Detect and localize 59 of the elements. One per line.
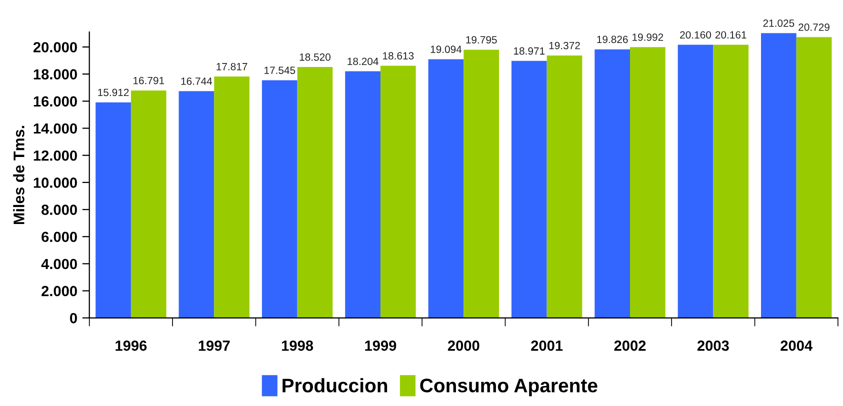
bar — [678, 44, 714, 318]
bar — [713, 44, 749, 318]
x-tick-label: 2001 — [531, 340, 563, 351]
y-tick-label: 14.000 — [34, 123, 77, 134]
x-tick-label: 2004 — [780, 340, 812, 351]
y-tick-label: 8.000 — [42, 204, 77, 215]
bar — [594, 49, 630, 318]
bar — [262, 80, 298, 318]
data-label: 18.204 — [348, 58, 378, 66]
bar — [380, 66, 416, 318]
bar — [214, 76, 250, 318]
data-label: 20.729 — [798, 24, 830, 31]
y-axis-title: Miles de Tms. — [13, 126, 24, 224]
data-label: 20.160 — [680, 31, 712, 39]
x-tick-label: 2002 — [614, 340, 646, 351]
data-label: 21.025 — [763, 19, 794, 27]
bar — [345, 71, 380, 318]
data-label: 20.161 — [715, 31, 746, 39]
data-label: 18.520 — [300, 53, 330, 61]
bar — [428, 59, 464, 318]
bar — [511, 60, 547, 318]
data-label: 16.791 — [133, 76, 164, 84]
bar — [546, 55, 582, 318]
x-tick-label: 1999 — [365, 340, 396, 351]
bar — [630, 47, 666, 318]
bar — [297, 67, 333, 318]
data-label: 15.912 — [98, 88, 129, 96]
data-label: 17.545 — [264, 66, 296, 74]
y-tick-label: 16.000 — [34, 96, 77, 107]
x-tick-label: 2000 — [448, 340, 480, 351]
data-label: 18.971 — [514, 47, 545, 55]
bar — [761, 33, 796, 318]
bar — [130, 90, 166, 318]
bar — [464, 50, 499, 318]
y-tick-label: 4.000 — [41, 258, 77, 270]
data-label: 19.372 — [549, 42, 580, 50]
data-label: 19.826 — [597, 36, 628, 44]
y-tick-label: 20.000 — [33, 42, 77, 52]
data-label: 19.094 — [430, 46, 462, 54]
data-label: 17.817 — [216, 62, 248, 70]
legend-label: Produccion — [282, 378, 388, 392]
y-tick-label: 0 — [70, 313, 77, 324]
x-tick-label: 1998 — [282, 340, 314, 351]
y-tick-label: 18.000 — [34, 69, 77, 80]
data-label: 18.613 — [383, 52, 414, 60]
legend-label: Consumo Aparente — [420, 378, 598, 396]
y-tick-label: 10.000 — [34, 178, 77, 188]
x-tick-label: 2003 — [697, 340, 729, 351]
y-tick-label: 6.000 — [42, 232, 77, 242]
y-tick-label: 2.000 — [42, 286, 77, 296]
bar — [796, 37, 832, 318]
data-label: 19.795 — [466, 36, 497, 44]
data-label: 16.744 — [181, 77, 212, 85]
bar — [178, 91, 214, 318]
y-tick-label: 12.000 — [34, 150, 77, 161]
bar — [96, 102, 131, 318]
x-tick-label: 1996 — [116, 340, 147, 351]
data-label: 19.992 — [632, 33, 664, 41]
x-tick-label: 1997 — [198, 340, 230, 351]
